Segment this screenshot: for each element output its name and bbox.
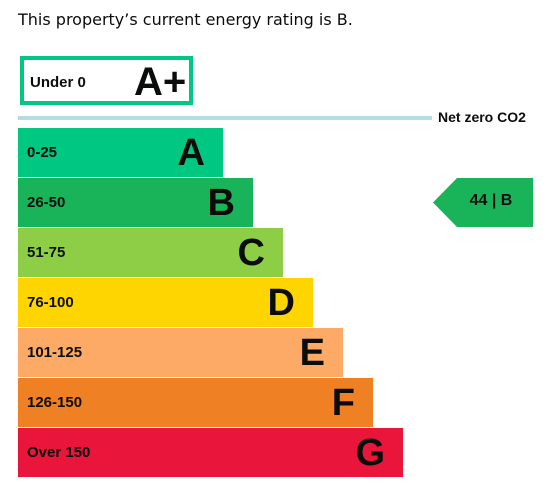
band-c-letter: C — [237, 232, 265, 274]
current-rating-marker: 44 | B — [433, 178, 533, 227]
band-d: 76-100 D — [18, 278, 313, 327]
band-e-range: 101-125 — [27, 344, 83, 361]
band-d-letter: D — [267, 282, 295, 324]
band-c-range: 51-75 — [27, 244, 66, 261]
band-e: 101-125 E — [18, 328, 343, 377]
band-g-range: Over 150 — [27, 444, 91, 461]
band-b-letter: B — [207, 182, 235, 224]
band-e-letter: E — [299, 332, 325, 374]
band-b: 26-50 B — [18, 178, 253, 227]
net-zero-line — [18, 116, 432, 120]
band-a-plus-range: Under 0 — [30, 74, 86, 91]
band-f: 126-150 F — [18, 378, 373, 427]
band-a-letter: A — [177, 132, 205, 174]
band-d-range: 76-100 — [27, 294, 74, 311]
band-a: 0-25 A — [18, 128, 223, 177]
current-rating-label: 44 | B — [469, 192, 513, 209]
band-a-plus-letter: A+ — [134, 60, 187, 104]
net-zero-label: Net zero CO2 — [438, 109, 526, 125]
band-f-letter: F — [331, 382, 355, 424]
band-a-plus: Under 0 A+ — [20, 56, 193, 105]
energy-rating-headline: This property’s current energy rating is… — [18, 10, 353, 29]
band-b-range: 26-50 — [27, 194, 66, 211]
band-g: Over 150 G — [18, 428, 403, 477]
band-a-range: 0-25 — [27, 144, 58, 161]
band-g-letter: G — [355, 432, 385, 474]
band-f-range: 126-150 — [27, 394, 83, 411]
current-rating-arrow — [433, 178, 533, 227]
band-c: 51-75 C — [18, 228, 283, 277]
